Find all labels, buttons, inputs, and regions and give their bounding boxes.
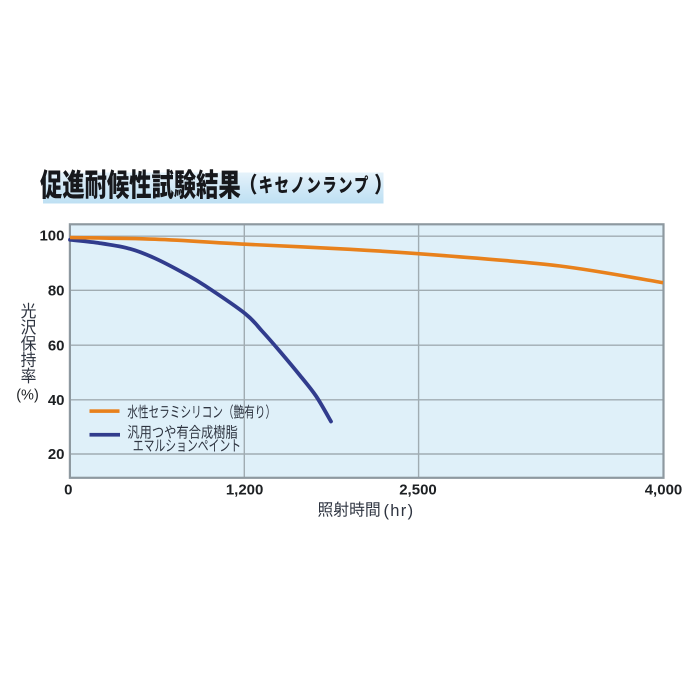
svg-text:1,200: 1,200 <box>226 481 264 498</box>
svg-text:0: 0 <box>64 481 72 498</box>
svg-text:40: 40 <box>48 392 65 409</box>
svg-text:(%): (%) <box>16 388 39 404</box>
svg-text:80: 80 <box>48 282 65 299</box>
svg-text:100: 100 <box>39 227 64 244</box>
svg-text:(hr): (hr) <box>384 502 415 520</box>
svg-text:20: 20 <box>48 446 65 463</box>
svg-text:4,000: 4,000 <box>645 481 683 498</box>
svg-text:2,500: 2,500 <box>399 481 437 498</box>
svg-text:60: 60 <box>48 337 65 354</box>
